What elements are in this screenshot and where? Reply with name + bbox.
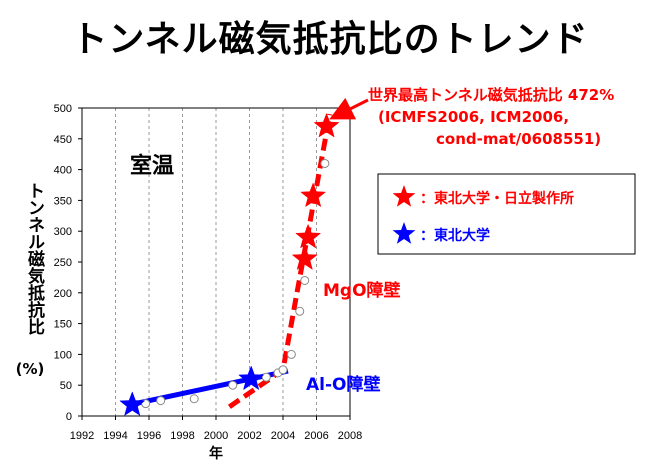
x-tick-label: 1992 <box>70 430 94 442</box>
data-point <box>189 394 199 404</box>
data-star <box>238 365 265 391</box>
x-tick-label: 1998 <box>170 430 194 442</box>
y-tick-label: 200 <box>54 288 72 300</box>
data-star <box>291 245 318 270</box>
y-tick-label: 0 <box>66 411 72 423</box>
data-point <box>300 275 310 285</box>
legend-star-blue <box>392 222 416 244</box>
page-title: トンネル磁気抵抗比のトレンド <box>71 19 589 60</box>
alo-label: Al-O障壁 <box>306 374 381 395</box>
record-refs-1: (ICMFS2006, ICM2006, <box>378 108 569 126</box>
data-point <box>320 158 330 168</box>
record-label: 世界最高トンネル磁気抵抗比 472% <box>368 86 614 104</box>
data-point <box>156 396 166 406</box>
trend-line <box>227 113 333 409</box>
legend: ：東北大学・日立製作所 ：東北大学 <box>377 173 636 255</box>
legend-label-1: ：東北大学 <box>420 227 490 244</box>
data-point <box>295 306 305 316</box>
y-axis-label: トンネル磁気抵抗比 <box>24 181 44 335</box>
record-arrow <box>329 97 369 120</box>
x-axis-label: 年 <box>209 445 223 462</box>
data-star <box>295 223 322 249</box>
y-tick-label: 300 <box>54 226 72 238</box>
x-tick-label: 1996 <box>137 430 161 442</box>
data-point <box>261 372 271 382</box>
y-axis-unit: (%) <box>15 360 45 378</box>
mgo-label: MgO障壁 <box>323 280 401 301</box>
data-star <box>300 182 327 208</box>
data-point <box>228 380 238 390</box>
x-tick-label: 1994 <box>103 430 127 442</box>
y-tick-label: 350 <box>54 195 72 207</box>
y-tick-label: 250 <box>54 257 72 269</box>
x-tick-label: 2002 <box>237 430 261 442</box>
y-tick-label: 150 <box>54 319 72 331</box>
y-tick-label: 100 <box>54 349 72 361</box>
x-tick-label: 2006 <box>304 430 328 442</box>
inset-room-temp: 室温 <box>130 153 174 179</box>
data-star <box>119 391 146 416</box>
x-tick-label: 2004 <box>271 430 295 442</box>
y-tick-label: 400 <box>54 165 72 177</box>
legend-label-0: ：東北大学・日立製作所 <box>420 190 574 207</box>
data-point <box>278 365 288 375</box>
data-point <box>286 349 296 359</box>
legend-star-red <box>392 185 416 207</box>
record-refs-2: cond-mat/0608551) <box>436 130 601 148</box>
y-tick-label: 450 <box>54 134 72 146</box>
y-tick-label: 500 <box>54 103 72 115</box>
x-tick-label: 2008 <box>338 430 362 442</box>
x-tick-label: 2000 <box>204 430 228 442</box>
data-star <box>313 112 340 138</box>
y-tick-label: 50 <box>60 380 72 392</box>
